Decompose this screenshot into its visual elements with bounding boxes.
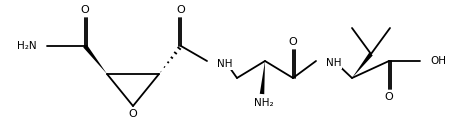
Text: O: O xyxy=(81,5,89,15)
Text: O: O xyxy=(385,92,393,102)
Text: NH: NH xyxy=(217,59,232,69)
Text: O: O xyxy=(289,37,298,47)
Text: NH: NH xyxy=(326,58,341,68)
Polygon shape xyxy=(352,53,373,78)
Text: H₂N: H₂N xyxy=(18,41,37,51)
Text: NH₂: NH₂ xyxy=(254,98,274,108)
Polygon shape xyxy=(83,45,107,74)
Polygon shape xyxy=(260,61,265,94)
Text: O: O xyxy=(128,109,137,119)
Text: OH: OH xyxy=(430,56,446,66)
Text: O: O xyxy=(176,5,185,15)
